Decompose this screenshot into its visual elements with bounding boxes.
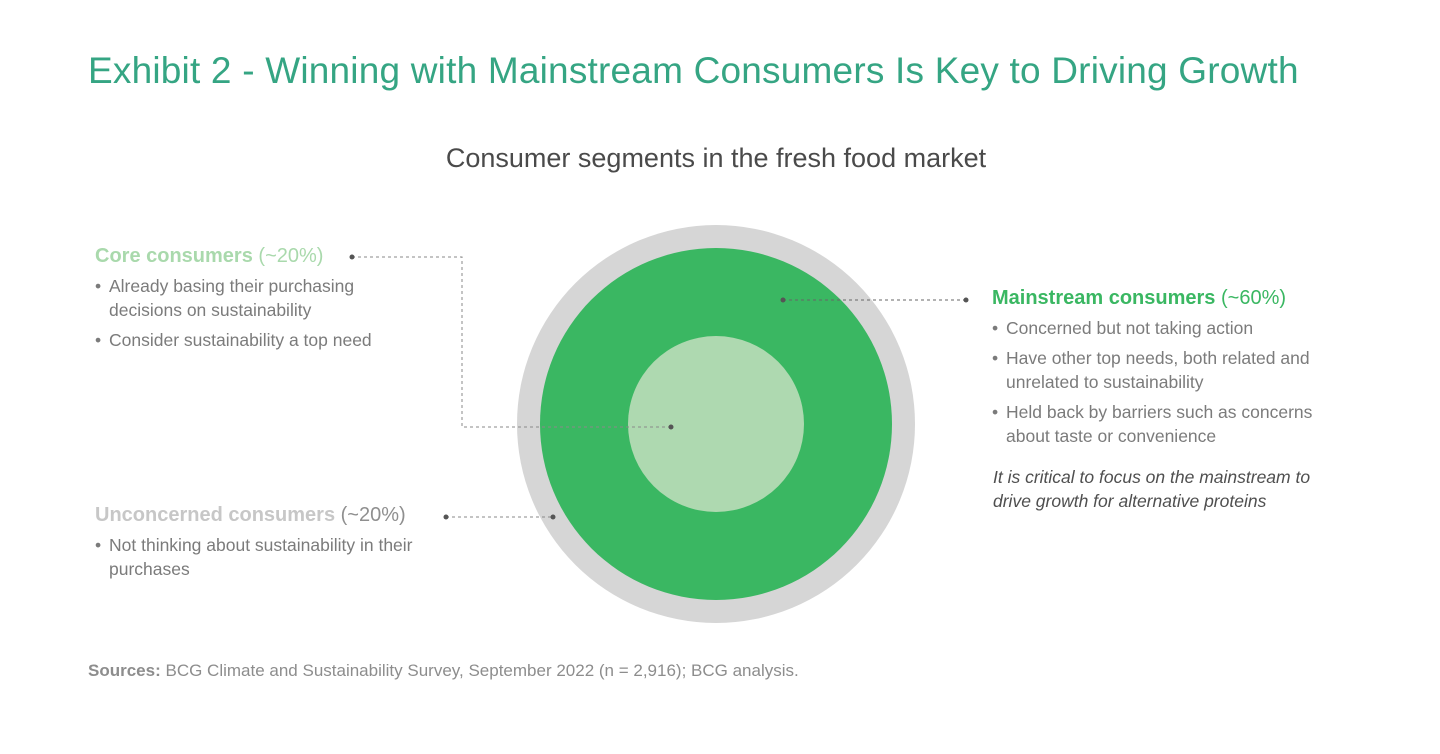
mainstream-consumers-bullets: Concerned but not taking action Have oth… (992, 316, 1352, 448)
unconcerned-consumers-label: Unconcerned consumers (~20%) Not thinkin… (95, 504, 425, 587)
unconcerned-connector-dot-start (443, 514, 449, 520)
unconcerned-consumers-title: Unconcerned consumers (~20%) (95, 504, 425, 527)
core-consumers-title: Core consumers (~20%) (95, 245, 415, 268)
mainstream-connector-dot-start (780, 297, 786, 303)
unconcerned-connector-dot-end (550, 514, 556, 520)
core-consumers-label: Core consumers (~20%) Already basing the… (95, 245, 415, 358)
list-item: Have other top needs, both related and u… (992, 346, 1352, 394)
sources-text: BCG Climate and Sustainability Survey, S… (165, 661, 799, 680)
unconcerned-consumers-bullets: Not thinking about sustainability in the… (95, 533, 425, 581)
core-connector-line (352, 256, 671, 428)
mainstream-consumers-share: (~60%) (1220, 287, 1287, 309)
exhibit-title: Exhibit 2 - Winning with Mainstream Cons… (88, 50, 1299, 91)
core-circle (628, 336, 804, 512)
core-consumers-name: Core consumers (95, 245, 253, 267)
unconcerned-consumers-share: (~20%) (340, 504, 406, 526)
sources-footnote: Sources: BCG Climate and Sustainability … (88, 661, 799, 681)
mainstream-consumers-title: Mainstream consumers (~60%) (992, 287, 1352, 310)
core-consumers-bullets: Already basing their purchasing decision… (95, 274, 415, 352)
mainstream-connector-dot-end (963, 297, 969, 303)
core-consumers-share: (~20%) (258, 245, 324, 267)
mainstream-consumers-name: Mainstream consumers (992, 287, 1216, 309)
list-item: Consider sustainability a top need (95, 328, 415, 352)
core-connector-dot-end (668, 424, 674, 430)
unconcerned-consumers-name: Unconcerned consumers (95, 504, 336, 526)
list-item: Held back by barriers such as concerns a… (992, 400, 1352, 448)
chart-subtitle: Consumer segments in the fresh food mark… (445, 143, 987, 173)
mainstream-focus-note: It is critical to focus on the mainstrea… (993, 467, 1311, 511)
core-connector-dot-start (349, 254, 355, 260)
sources-label: Sources: (88, 661, 161, 680)
list-item: Concerned but not taking action (992, 316, 1352, 340)
mainstream-consumers-label: Mainstream consumers (~60%) Concerned bu… (992, 287, 1352, 454)
list-item: Not thinking about sustainability in the… (95, 533, 425, 581)
list-item: Already basing their purchasing decision… (95, 274, 415, 322)
